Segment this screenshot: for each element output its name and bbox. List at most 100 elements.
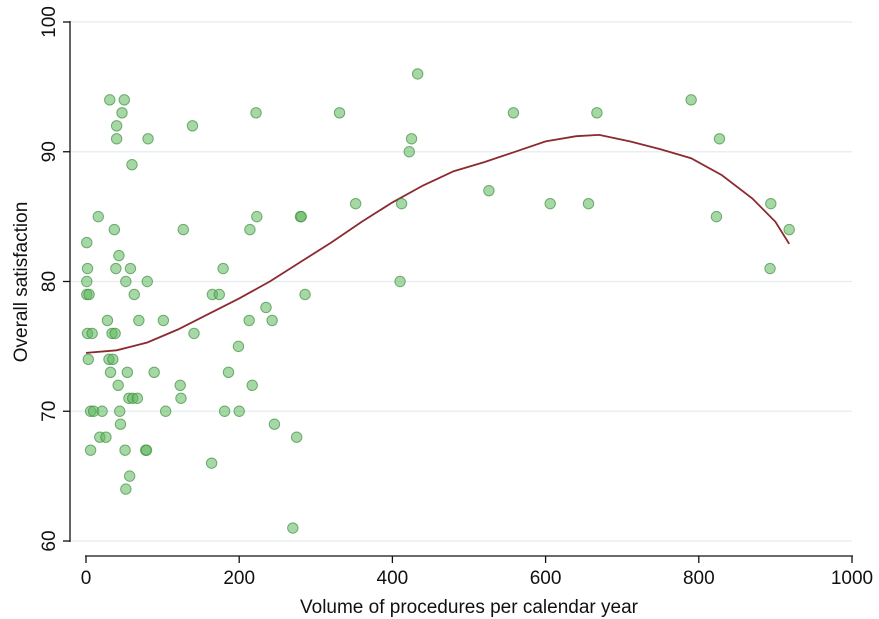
data-point <box>783 223 795 236</box>
data-point <box>107 353 119 366</box>
data-point <box>104 94 116 106</box>
data-point <box>217 262 229 275</box>
x-tick-label: 200 <box>223 568 255 589</box>
data-point <box>100 431 112 443</box>
data-point <box>710 210 723 223</box>
data-point <box>250 107 262 119</box>
data-point <box>92 210 104 223</box>
data-point <box>233 405 245 417</box>
data-point <box>266 314 278 327</box>
data-point <box>121 366 134 379</box>
data-point <box>591 107 603 119</box>
data-point <box>349 197 362 210</box>
data-point <box>110 133 123 145</box>
data-point <box>101 314 114 327</box>
data-point <box>83 288 95 301</box>
data-point <box>109 327 121 340</box>
data-point <box>713 133 726 145</box>
data-point <box>120 275 132 288</box>
y-tick-label: 90 <box>39 141 60 162</box>
data-point <box>124 262 137 275</box>
data-point <box>544 197 556 210</box>
data-point <box>118 94 131 106</box>
data-point <box>104 366 117 379</box>
data-point <box>232 340 245 353</box>
data-point <box>175 392 187 404</box>
data-point <box>112 379 124 391</box>
data-point <box>205 457 218 469</box>
fit-line-layer <box>85 133 790 354</box>
data-point <box>81 275 93 288</box>
data-point <box>126 159 138 171</box>
y-tick-label: 70 <box>39 401 60 422</box>
data-point <box>483 184 495 197</box>
data-point <box>110 120 123 132</box>
x-tick-label: 800 <box>683 568 715 589</box>
data-point <box>299 288 311 301</box>
x-tick-label: 400 <box>377 568 409 589</box>
data-point <box>246 379 258 391</box>
data-point <box>114 405 126 417</box>
data-point <box>685 94 697 106</box>
data-point <box>394 275 406 288</box>
data-point <box>765 197 777 210</box>
data-point <box>582 197 595 210</box>
data-point <box>141 275 153 288</box>
gridlines <box>70 21 852 542</box>
x-axis-label: Volume of procedures per calendar year <box>300 597 639 618</box>
data-point <box>82 353 94 366</box>
data-point <box>128 288 140 301</box>
data-point <box>333 107 346 119</box>
x-tick-label: 0 <box>81 568 92 589</box>
data-point <box>96 405 108 417</box>
data-point <box>403 146 415 158</box>
data-point <box>290 431 303 443</box>
data-point <box>213 288 225 301</box>
data-point <box>131 392 144 404</box>
data-point <box>108 223 121 236</box>
data-point <box>142 133 154 145</box>
data-point <box>244 223 256 236</box>
data-point <box>177 223 189 236</box>
data-point <box>157 314 170 327</box>
y-axis-label: Overall satisfaction <box>11 202 32 363</box>
data-point <box>84 444 97 456</box>
data-point <box>186 120 199 132</box>
data-point <box>222 366 235 379</box>
data-point <box>218 405 231 417</box>
data-point <box>120 483 132 495</box>
x-tick-label: 1000 <box>831 568 873 589</box>
data-point <box>114 418 127 430</box>
fit-line <box>85 133 790 354</box>
data-point <box>395 197 408 210</box>
data-point <box>133 314 145 327</box>
data-point <box>260 301 272 314</box>
data-point <box>251 210 263 223</box>
data-point <box>116 107 128 119</box>
data-point <box>268 418 281 430</box>
data-point <box>81 262 94 275</box>
data-point <box>148 366 160 379</box>
data-point <box>188 327 200 340</box>
data-point <box>174 379 186 391</box>
data-point <box>159 405 172 417</box>
y-tick-label: 80 <box>39 271 60 292</box>
y-tick-label: 60 <box>39 530 60 551</box>
y-tick-label: 100 <box>39 6 60 38</box>
data-point <box>123 470 136 482</box>
data-point <box>140 444 153 456</box>
data-point <box>764 262 776 275</box>
data-point <box>405 133 418 145</box>
data-point <box>243 314 255 327</box>
data-point <box>295 210 307 223</box>
data-point <box>507 107 520 119</box>
x-tick-label: 600 <box>530 568 562 589</box>
data-points <box>81 68 795 534</box>
data-point <box>287 522 299 534</box>
data-point <box>113 249 125 262</box>
data-point <box>110 262 122 275</box>
data-point <box>86 327 98 340</box>
data-point <box>81 236 93 249</box>
